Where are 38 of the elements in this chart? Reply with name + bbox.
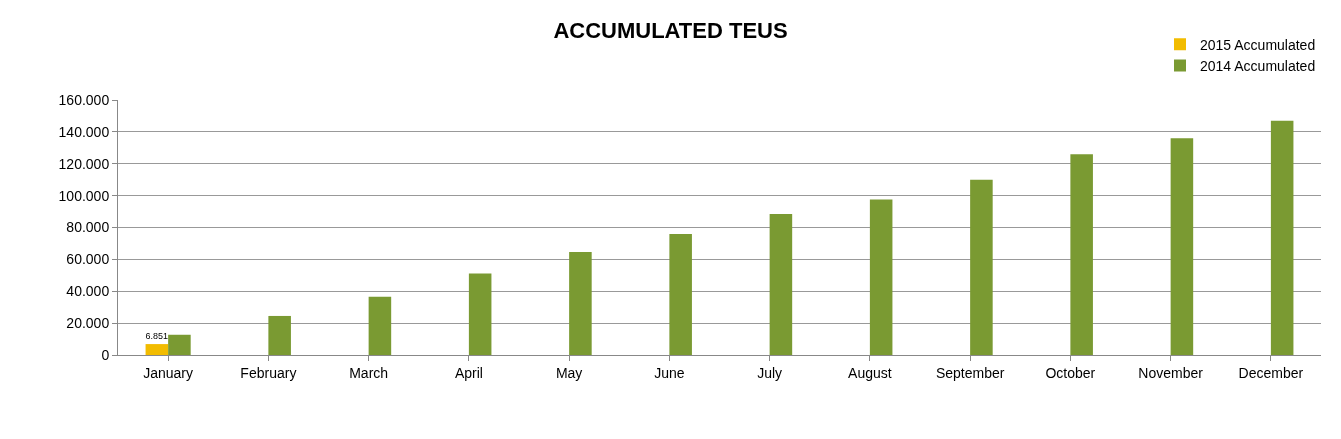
y-tick-label: 60.000 xyxy=(66,251,110,268)
x-tick-label: April xyxy=(454,364,483,381)
x-tick-label: July xyxy=(757,364,783,381)
y-tick-label: 40.000 xyxy=(66,283,110,300)
bar xyxy=(970,179,993,355)
bar xyxy=(569,252,592,355)
chart-title: ACCUMULATED TEUS xyxy=(553,18,788,44)
legend-label: 2014 Accumulated xyxy=(1200,57,1316,74)
bar xyxy=(1270,120,1294,355)
x-tick-label: September xyxy=(935,364,1005,381)
x-tick-label: May xyxy=(555,364,583,381)
bar xyxy=(168,334,191,355)
data-label: 6.851 xyxy=(145,331,169,342)
x-tick-label: October xyxy=(1045,364,1096,381)
bar xyxy=(669,233,692,355)
y-tick-label: 160.000 xyxy=(58,91,110,108)
bar xyxy=(268,315,291,355)
x-tick-label: November xyxy=(1138,364,1204,381)
y-tick-label: 0 xyxy=(101,346,110,363)
bar xyxy=(1170,138,1194,355)
x-tick-label: January xyxy=(143,364,194,381)
x-tick-label: December xyxy=(1238,364,1304,381)
bar xyxy=(1070,154,1093,355)
legend-label: 2015 Accumulated xyxy=(1200,36,1316,53)
x-tick-label: March xyxy=(349,364,389,381)
y-tick-label: 100.000 xyxy=(58,187,110,204)
y-tick-label: 20.000 xyxy=(66,315,110,332)
x-tick-label: June xyxy=(654,364,685,381)
bar xyxy=(468,273,492,355)
x-tick-label: August xyxy=(848,364,892,381)
y-tick-label: 140.000 xyxy=(58,123,110,140)
bar xyxy=(769,214,793,355)
y-tick-label: 120.000 xyxy=(58,155,110,172)
x-tick-label: February xyxy=(240,364,297,381)
bar xyxy=(368,296,392,355)
bar xyxy=(869,199,893,355)
y-tick-label: 80.000 xyxy=(66,219,110,236)
bar xyxy=(145,344,169,355)
